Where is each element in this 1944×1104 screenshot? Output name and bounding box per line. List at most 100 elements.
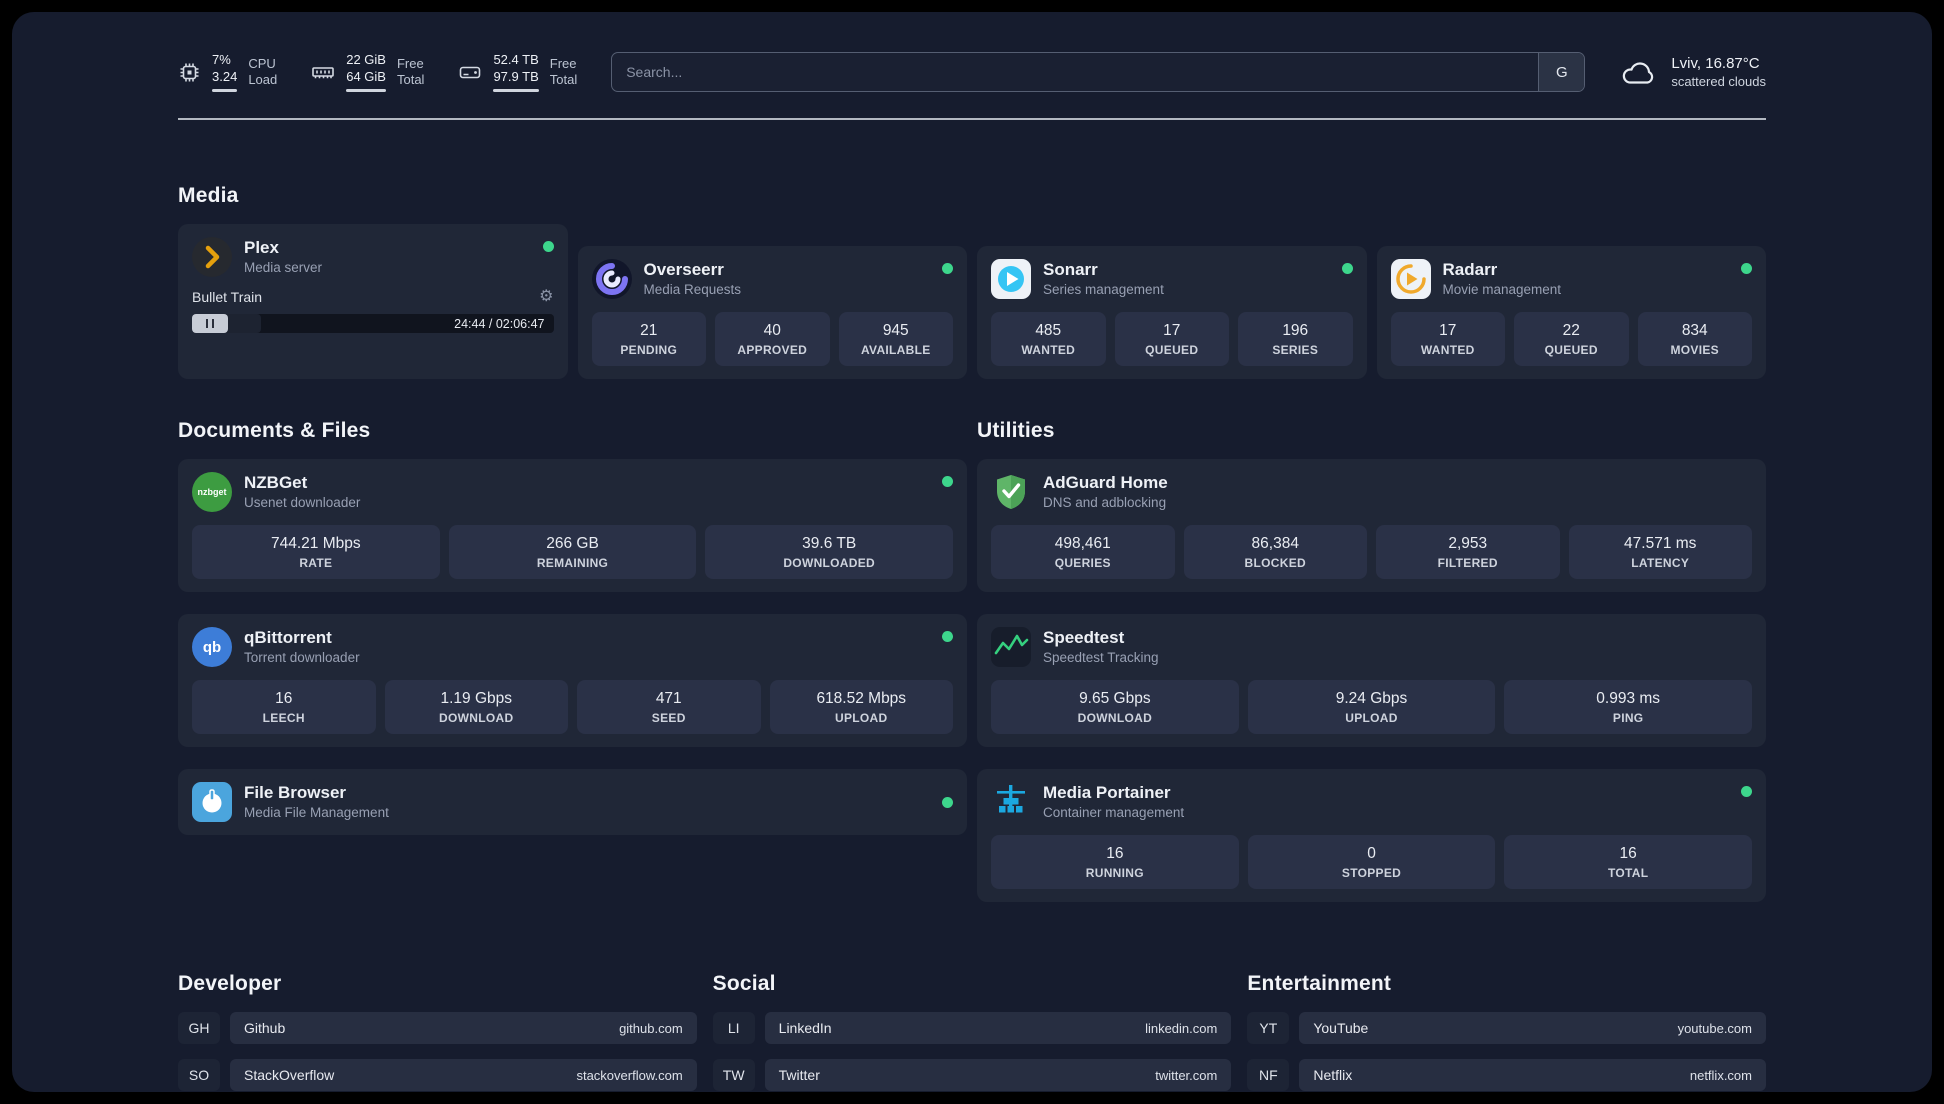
bookmark-linkedin[interactable]: LI LinkedIn linkedin.com — [712, 1012, 1232, 1044]
section-title-developer: Developer — [178, 972, 282, 995]
playback-progress-bar[interactable]: 24:44 / 02:06:47 — [192, 314, 554, 333]
app-card-portainer[interactable]: Media Portainer Container management 16 R… — [977, 769, 1766, 902]
documents-column: Documents & Files nzbget NZBGet Usenet d… — [178, 379, 967, 835]
bookmark-name: Netflix — [1313, 1067, 1353, 1083]
search-input[interactable] — [612, 53, 1539, 91]
bookmark-stackoverflow[interactable]: SO StackOverflow stackoverflow.com — [178, 1059, 697, 1091]
cloud-icon — [1619, 56, 1659, 88]
gear-icon[interactable]: ⚙ — [539, 288, 554, 305]
utilities-column: Utilities AdGuard Home DNS and adblockin… — [977, 379, 1766, 902]
stat-downloaded: 39.6 TB DOWNLOADED — [705, 525, 954, 579]
cpu-label-1: CPU — [248, 55, 276, 71]
bookmark-twitter[interactable]: TW Twitter twitter.com — [712, 1059, 1232, 1091]
dashboard-panel: 7% 3.24 CPU Load 22 — [12, 12, 1932, 1092]
app-desc: Series management — [1043, 281, 1164, 297]
status-dot — [542, 241, 554, 252]
stat-upload: 9.24 Gbps UPLOAD — [1247, 680, 1496, 734]
stat-seed: 471 SEED — [577, 680, 761, 734]
disk-label-2: Total — [549, 72, 578, 87]
stat-blocked: 86,384 BLOCKED — [1183, 525, 1367, 579]
stat-approved: 40 APPROVED — [715, 312, 830, 366]
section-title-media: Media — [178, 184, 239, 207]
bookmark-url: twitter.com — [1155, 1067, 1218, 1083]
cpu-icon — [178, 61, 201, 84]
disk-icon — [458, 61, 482, 84]
bookmarks-developer: Developer GH Github github.com SO StackOv… — [178, 902, 697, 1092]
middle-columns: Documents & Files nzbget NZBGet Usenet d… — [178, 379, 1766, 902]
status-dot — [1741, 786, 1752, 797]
stat-pending: 21 PENDING — [591, 312, 706, 366]
stat-leech: 16 LEECH — [192, 680, 376, 734]
bookmark-netflix[interactable]: NF Netflix netflix.com — [1247, 1059, 1766, 1091]
radarr-icon — [1390, 259, 1431, 299]
app-card-speedtest[interactable]: Speedtest Speedtest Tracking 9.65 Gbps DO… — [977, 614, 1766, 747]
cpu-load-value: 3.24 — [212, 68, 238, 84]
stat-queries: 498,461 QUERIES — [991, 525, 1175, 579]
speedtest-icon — [991, 627, 1031, 667]
bookmark-abbr: SO — [178, 1059, 220, 1091]
stat-movies: 834 MOVIES — [1637, 312, 1752, 366]
app-name: Sonarr — [1043, 260, 1098, 280]
plex-icon — [192, 237, 232, 277]
playback-time: 24:44 / 02:06:47 — [454, 316, 545, 331]
plex-now-playing: Bullet Train ⚙ 24:44 / 02:06:47 — [192, 289, 554, 333]
stat-wanted: 17 WANTED — [1390, 312, 1505, 366]
section-title-utilities: Utilities — [977, 419, 1055, 442]
app-card-adguard[interactable]: AdGuard Home DNS and adblocking 498,461 Q… — [977, 459, 1766, 592]
bookmark-name: StackOverflow — [244, 1067, 335, 1083]
app-card-sonarr[interactable]: Sonarr Series management 485 WANTED 17 QUE… — [977, 246, 1367, 379]
system-metrics: 7% 3.24 CPU Load 22 — [178, 52, 577, 92]
app-card-radarr[interactable]: Radarr Movie management 17 WANTED 22 QUEUE… — [1376, 246, 1766, 379]
bookmark-url: github.com — [619, 1020, 683, 1036]
bookmark-abbr: GH — [178, 1012, 220, 1044]
memory-label-1: Free — [396, 55, 424, 71]
search-bar: G — [611, 52, 1586, 92]
now-playing-title: Bullet Train — [192, 289, 263, 305]
bookmark-name: Twitter — [778, 1067, 820, 1083]
bookmark-youtube[interactable]: YT YouTube youtube.com — [1247, 1012, 1766, 1044]
app-card-nzbget[interactable]: nzbget NZBGet Usenet downloader 744.21 M… — [178, 459, 967, 592]
app-name: AdGuard Home — [1043, 473, 1168, 493]
app-name: Plex — [244, 238, 279, 258]
adguard-icon — [991, 472, 1031, 512]
disk-label-1: Free — [549, 55, 577, 71]
app-name: NZBGet — [244, 473, 308, 493]
topbar: 7% 3.24 CPU Load 22 — [178, 52, 1766, 92]
stat-filtered: 2,953 FILTERED — [1376, 525, 1560, 579]
memory-metric: 22 GiB 64 GiB Free Total — [311, 52, 424, 92]
bookmarks-social: Social LI LinkedIn linkedin.com TW Twitte… — [712, 902, 1232, 1092]
portainer-icon — [991, 782, 1031, 822]
app-name: Radarr — [1442, 260, 1498, 280]
app-card-qbittorrent[interactable]: qb qBittorrent Torrent downloader 16 LEEC… — [178, 614, 967, 747]
app-desc: Container management — [1043, 804, 1185, 820]
bookmarks-entertainment: Entertainment YT YouTube youtube.com NF N… — [1247, 902, 1766, 1092]
stats-row: 9.65 Gbps DOWNLOAD 9.24 Gbps UPLOAD 0.993 … — [991, 680, 1753, 734]
weather-condition: scattered clouds — [1671, 74, 1766, 89]
search-engine-button[interactable]: G — [1538, 53, 1585, 91]
bookmark-github[interactable]: GH Github github.com — [178, 1012, 697, 1044]
bookmark-url: netflix.com — [1689, 1067, 1752, 1083]
app-name: File Browser — [244, 783, 347, 803]
bookmark-name: Github — [244, 1020, 286, 1036]
bookmark-abbr: YT — [1247, 1012, 1290, 1044]
app-desc: Media server — [244, 259, 323, 275]
pause-icon — [206, 319, 214, 328]
bookmarks-section: Developer GH Github github.com SO StackOv… — [178, 902, 1766, 1092]
stat-queued: 22 QUEUED — [1514, 312, 1629, 366]
nzbget-icon: nzbget — [192, 472, 232, 512]
stat-total: 16 TOTAL — [1504, 835, 1753, 889]
stat-rate: 744.21 Mbps RATE — [192, 525, 440, 579]
app-card-overseerr[interactable]: Overseerr Media Requests 21 PENDING 40 APP… — [577, 246, 967, 379]
app-name: Speedtest — [1043, 628, 1125, 648]
app-desc: DNS and adblocking — [1043, 494, 1167, 510]
pause-button[interactable] — [192, 314, 228, 333]
bookmark-abbr: NF — [1247, 1059, 1290, 1091]
app-card-filebrowser[interactable]: File Browser Media File Management — [178, 769, 967, 835]
app-desc: Media Requests — [643, 281, 742, 297]
stat-available: 945 AVAILABLE — [838, 312, 953, 366]
app-card-plex[interactable]: Plex Media server Bullet Train ⚙ 24:44 /… — [178, 224, 568, 379]
cpu-metric: 7% 3.24 CPU Load — [178, 52, 277, 92]
section-title-entertainment: Entertainment — [1247, 972, 1392, 995]
stat-wanted: 485 WANTED — [991, 312, 1106, 366]
section-title-documents: Documents & Files — [178, 419, 371, 442]
